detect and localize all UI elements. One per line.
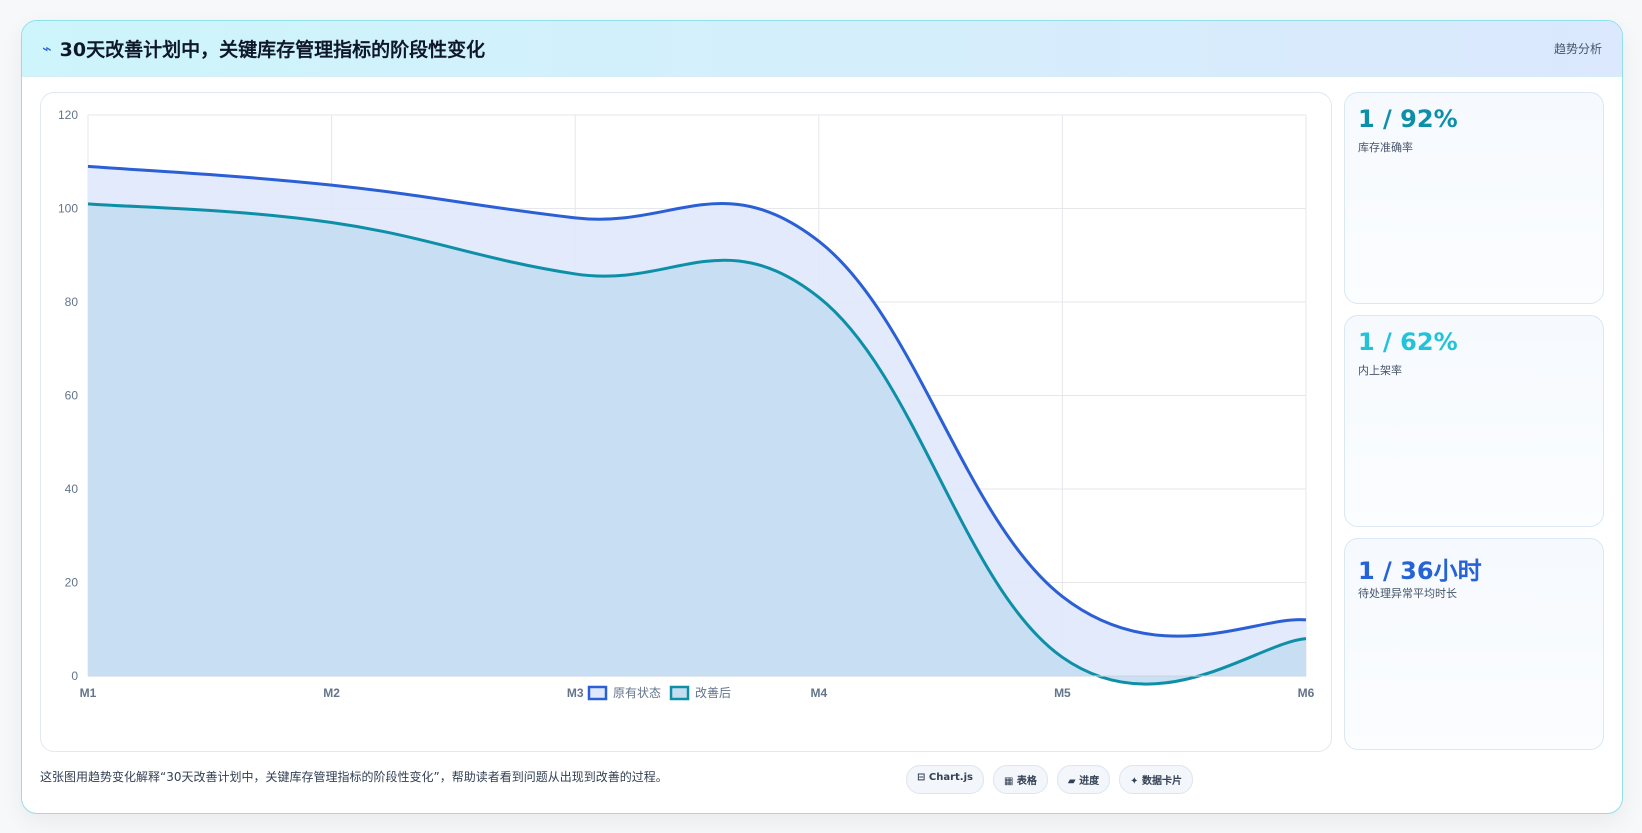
x-tick-label: M5: [1054, 686, 1071, 700]
header: ⌁ 30天改善计划中，关键库存管理指标的阶段性变化 趋势分析: [22, 21, 1622, 77]
stat-label: 待处理异常平均时长: [1358, 587, 1457, 600]
tag: 趋势分析: [1553, 42, 1602, 56]
chip: ✦ 数据卡片: [1119, 765, 1193, 794]
y-tick-label: 120: [58, 108, 78, 122]
x-tick-label: M3: [567, 686, 584, 700]
x-tick-label: M4: [810, 686, 827, 700]
line: [87, 164, 1307, 638]
legend-swatch: [669, 685, 690, 701]
legend-swatch: [587, 685, 608, 701]
y-tick-label: 80: [65, 295, 79, 309]
stat-card: 1 / 62% 内上架率: [1344, 315, 1604, 527]
x-tick-label: M2: [323, 686, 340, 700]
chip: ⊟ Chart.js: [906, 765, 984, 794]
x-tick-label: M1: [80, 686, 97, 700]
y-tick-label: 0: [71, 669, 78, 683]
stat-value: 1 / 62%: [1358, 328, 1458, 356]
y-tick-label: 60: [65, 389, 79, 403]
legend-label: 改善后: [695, 685, 731, 700]
title: 30天改善计划中，关键库存管理指标的阶段性变化: [59, 39, 486, 61]
stat-value: 1 / 92%: [1358, 105, 1458, 133]
chips: ⊟ Chart.js ▦ 表格 ▰ 进度 ✦ 数据卡片: [906, 765, 1193, 794]
x-tick-label: M6: [1298, 686, 1315, 700]
y-tick-label: 100: [58, 202, 78, 216]
area: [88, 203, 1306, 685]
chip: ▰ 进度: [1056, 765, 1111, 794]
stat-label: 库存准确率: [1358, 141, 1413, 154]
chart: 0 20 40 60 80 100 120 M1 M2 M3 M4 M5 M6 原有状态 改善后: [58, 108, 1315, 701]
chip: ▦ 表格: [992, 765, 1048, 794]
y-tick-label: 20: [65, 576, 79, 590]
stat-card: 1 / 92% 库存准确率: [1344, 92, 1604, 304]
stat-card: 1 / 36小时待处理异常平均时长: [1344, 538, 1604, 750]
legend-label: 原有状态: [613, 686, 661, 700]
caption: 这张图用趋势变化解释“30天改善计划中，关键库存管理指标的阶段性变化”，帮助读者…: [40, 770, 668, 784]
stat-label: 内上架率: [1358, 364, 1402, 377]
stat-value: 1 / 36小时: [1358, 557, 1482, 585]
y-tick-label: 40: [65, 482, 79, 496]
chart-panel: 0 20 40 60 80 100 120 M1 M2 M3 M4 M5 M6 原有状态 改善后: [40, 92, 1332, 752]
card: ⌁ 30天改善计划中，关键库存管理指标的阶段性变化 趋势分析 0 20 40 60 80 10…: [21, 20, 1623, 814]
